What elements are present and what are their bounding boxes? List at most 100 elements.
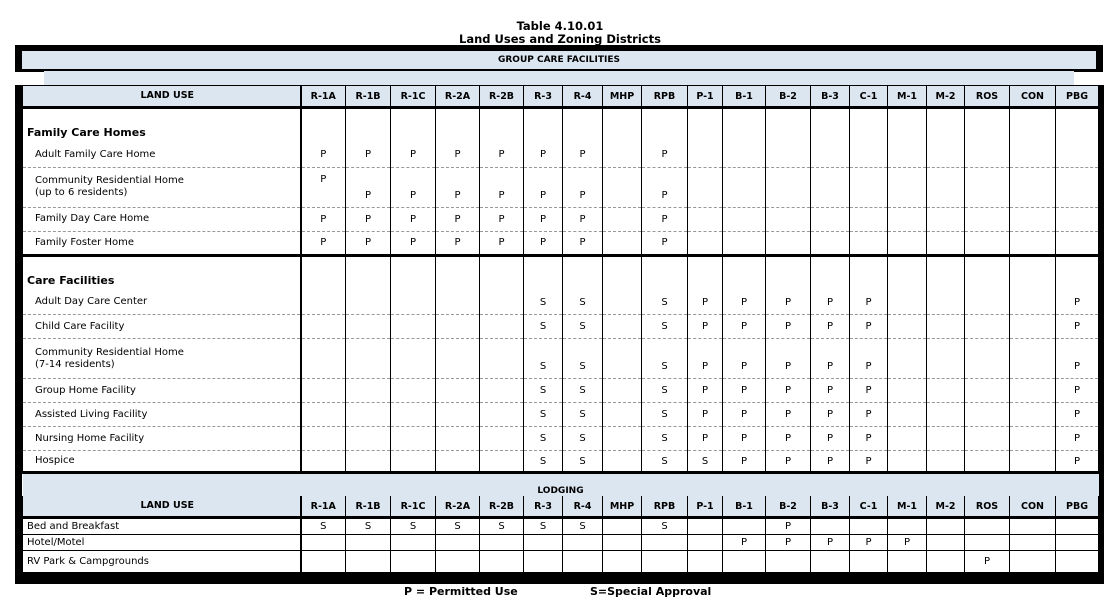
permission-cell xyxy=(435,378,480,403)
permission-cell: P xyxy=(300,167,346,208)
permission-cell xyxy=(602,550,642,573)
district-header-r-2b: R-2B xyxy=(479,496,524,519)
permission-cell xyxy=(810,207,850,232)
permission-cell: S xyxy=(523,426,563,451)
district-header-m-1: M-1 xyxy=(887,86,927,109)
table-cell xyxy=(435,107,480,143)
group-row: Care Facilities xyxy=(22,255,1099,291)
permission-cell xyxy=(926,450,965,474)
permission-cell: S xyxy=(523,402,563,427)
permission-cell xyxy=(887,290,927,315)
permission-cell: S xyxy=(523,290,563,315)
permission-cell: P xyxy=(1055,338,1099,379)
permission-cell: P xyxy=(849,378,888,403)
permission-cell: S xyxy=(641,378,688,403)
permission-cell xyxy=(345,450,391,474)
permission-cell xyxy=(887,517,927,535)
permission-cell xyxy=(810,517,850,535)
table-row: Family Foster Home P P P P P P P P xyxy=(22,231,1099,257)
permission-cell: S xyxy=(562,426,603,451)
permission-cell xyxy=(562,534,603,551)
table-row: RV Park & Campgrounds P xyxy=(22,550,1099,573)
permission-cell xyxy=(722,231,766,257)
permission-cell xyxy=(887,550,927,573)
permission-cell xyxy=(887,402,927,427)
permission-cell xyxy=(687,207,723,232)
table-cell xyxy=(810,107,850,143)
permission-cell xyxy=(1055,231,1099,257)
permission-cell: P xyxy=(479,207,524,232)
district-header-m-2: M-2 xyxy=(926,496,965,519)
permission-cell xyxy=(479,450,524,474)
permission-cell xyxy=(926,207,965,232)
table-cell xyxy=(562,255,603,291)
permission-cell xyxy=(390,338,436,379)
permission-cell xyxy=(300,402,346,427)
permission-cell xyxy=(964,338,1010,379)
permission-cell xyxy=(964,402,1010,427)
permission-cell: P xyxy=(523,231,563,257)
table-cell xyxy=(641,255,688,291)
table-row: Group Home Facility S S S P P P P P P xyxy=(22,378,1099,403)
permission-cell: P xyxy=(722,338,766,379)
district-header-p-1: P-1 xyxy=(687,86,723,109)
land-use-label: Family Day Care Home xyxy=(22,207,302,232)
permission-cell: P xyxy=(641,143,688,168)
district-header-pbg: PBG xyxy=(1055,86,1099,109)
table-cell xyxy=(523,255,563,291)
table-cell xyxy=(479,255,524,291)
land-use-label: Hotel/Motel xyxy=(22,534,302,551)
permission-cell xyxy=(887,378,927,403)
permission-cell: P xyxy=(479,167,524,208)
permission-cell xyxy=(602,378,642,403)
permission-cell: S xyxy=(641,338,688,379)
table-cell xyxy=(810,255,850,291)
permission-cell: S xyxy=(300,517,346,535)
permission-cell: P xyxy=(722,426,766,451)
permission-cell xyxy=(602,402,642,427)
permission-cell: P xyxy=(1055,450,1099,474)
permission-cell xyxy=(435,290,480,315)
permission-cell xyxy=(1009,231,1056,257)
permission-cell xyxy=(602,450,642,474)
table-cell xyxy=(300,255,346,291)
permission-cell: P xyxy=(810,534,850,551)
district-header-m-1: M-1 xyxy=(887,496,927,519)
table-cell xyxy=(887,255,927,291)
land-use-label: Child Care Facility xyxy=(22,314,302,339)
permission-cell xyxy=(964,290,1010,315)
table-cell xyxy=(390,107,436,143)
permission-cell: P xyxy=(810,290,850,315)
permission-cell xyxy=(926,167,965,208)
district-header-r-1c: R-1C xyxy=(390,86,436,109)
table-cell xyxy=(849,255,888,291)
permission-cell xyxy=(722,517,766,535)
permission-cell xyxy=(300,450,346,474)
permission-cell: P xyxy=(562,231,603,257)
permission-cell: P xyxy=(687,402,723,427)
table-row: Bed and Breakfast S S S S S S S S P xyxy=(22,517,1099,535)
district-header-r-4: R-4 xyxy=(562,86,603,109)
table-cell xyxy=(523,107,563,143)
permission-cell xyxy=(964,143,1010,168)
permission-cell xyxy=(849,231,888,257)
table-cell xyxy=(849,107,888,143)
table-cell xyxy=(1055,255,1099,291)
permission-cell xyxy=(1055,517,1099,535)
land-use-label: Adult Family Care Home xyxy=(22,143,302,168)
permission-cell xyxy=(810,167,850,208)
permission-cell xyxy=(1009,143,1056,168)
land-use-label: RV Park & Campgrounds xyxy=(22,550,302,573)
permission-cell xyxy=(641,550,688,573)
permission-cell xyxy=(887,231,927,257)
permission-cell: S xyxy=(641,402,688,427)
permission-cell: P xyxy=(810,378,850,403)
permission-cell xyxy=(435,450,480,474)
permission-cell xyxy=(926,338,965,379)
permission-cell: P xyxy=(300,231,346,257)
permission-cell xyxy=(926,143,965,168)
table-row: Community Residential Home (7-14 resident… xyxy=(22,338,1099,379)
permission-cell xyxy=(1009,426,1056,451)
group-row: Family Care Homes xyxy=(22,107,1099,143)
permission-cell xyxy=(722,550,766,573)
